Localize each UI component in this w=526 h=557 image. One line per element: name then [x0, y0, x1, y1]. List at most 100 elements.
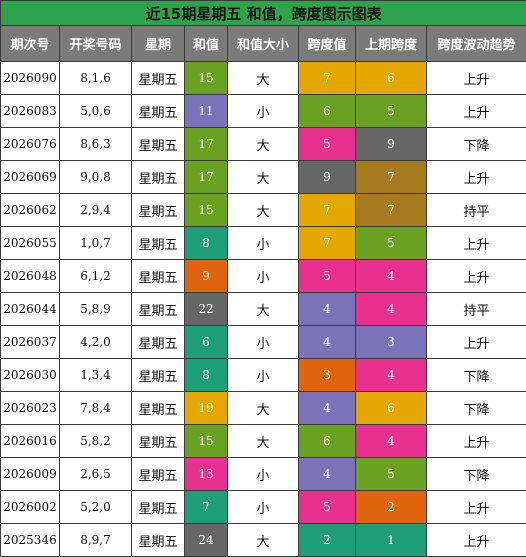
sum-cell: 17 [184, 127, 228, 161]
span-cell: 5 [298, 127, 356, 161]
sum-cell: 11 [184, 94, 228, 128]
sum-cell: 8 [184, 226, 228, 260]
table-row: 2025346 8,9,7 星期五 24 大 2 1 上升 [0, 523, 526, 557]
sum-size-cell: 小 [227, 490, 299, 524]
issue-cell: 2026037 [0, 325, 60, 359]
trend-cell: 上升 [425, 160, 526, 194]
sum-size-cell: 小 [227, 358, 299, 392]
issue-cell: 2026002 [0, 490, 60, 524]
weekday-cell: 星期五 [131, 193, 185, 227]
numbers-cell: 8,9,7 [59, 523, 132, 557]
header-issue: 期次号 [0, 25, 60, 62]
sum-cell: 6 [184, 325, 228, 359]
issue-cell: 2025346 [0, 523, 60, 557]
sum-cell: 24 [184, 523, 228, 557]
sum-size-cell: 大 [227, 424, 299, 458]
issue-cell: 2026023 [0, 391, 60, 425]
table-row: 2026062 2,9,4 星期五 15 大 7 7 持平 [0, 193, 526, 227]
trend-cell: 持平 [425, 292, 526, 326]
sum-size-cell: 小 [227, 457, 299, 491]
numbers-cell: 2,9,4 [59, 193, 132, 227]
weekday-cell: 星期五 [131, 391, 185, 425]
header-prev-span: 上期跨度 [355, 25, 427, 62]
span-cell: 5 [298, 259, 356, 293]
sum-size-cell: 小 [227, 325, 299, 359]
numbers-cell: 8,6,3 [59, 127, 132, 161]
span-cell: 3 [298, 358, 356, 392]
header-span: 跨度值 [298, 25, 356, 62]
prev-span-cell: 2 [355, 490, 427, 524]
issue-cell: 2026083 [0, 94, 60, 128]
sum-size-cell: 大 [227, 292, 299, 326]
sum-cell: 8 [184, 358, 228, 392]
sum-cell: 22 [184, 292, 228, 326]
sum-cell: 17 [184, 160, 228, 194]
trend-cell: 上升 [425, 490, 526, 524]
trend-cell: 上升 [425, 94, 526, 128]
span-cell: 6 [298, 424, 356, 458]
span-cell: 4 [298, 391, 356, 425]
trend-cell: 上升 [425, 226, 526, 260]
weekday-cell: 星期五 [131, 490, 185, 524]
prev-span-cell: 9 [355, 127, 427, 161]
span-cell: 7 [298, 226, 356, 260]
weekday-cell: 星期五 [131, 127, 185, 161]
sum-size-cell: 小 [227, 226, 299, 260]
span-cell: 4 [298, 325, 356, 359]
header-sum: 和值 [184, 25, 228, 62]
numbers-cell: 5,8,2 [59, 424, 132, 458]
span-cell: 7 [298, 61, 356, 95]
prev-span-cell: 7 [355, 193, 427, 227]
issue-cell: 2026044 [0, 292, 60, 326]
table-row: 2026083 5,0,6 星期五 11 小 6 5 上升 [0, 94, 526, 128]
prev-span-cell: 7 [355, 160, 427, 194]
weekday-cell: 星期五 [131, 292, 185, 326]
issue-cell: 2026030 [0, 358, 60, 392]
weekday-cell: 星期五 [131, 94, 185, 128]
span-cell: 2 [298, 523, 356, 557]
header-sum-size: 和值大小 [227, 25, 299, 62]
table-row: 2026090 8,1,6 星期五 15 大 7 6 上升 [0, 61, 526, 95]
issue-cell: 2026069 [0, 160, 60, 194]
numbers-cell: 9,0,8 [59, 160, 132, 194]
sum-cell: 9 [184, 259, 228, 293]
prev-span-cell: 4 [355, 358, 427, 392]
prev-span-cell: 6 [355, 391, 427, 425]
trend-cell: 下降 [425, 457, 526, 491]
issue-cell: 2026062 [0, 193, 60, 227]
weekday-cell: 星期五 [131, 160, 185, 194]
table-row: 2026009 2,6,5 星期五 13 小 4 5 下降 [0, 457, 526, 491]
prev-span-cell: 1 [355, 523, 427, 557]
prev-span-cell: 4 [355, 424, 427, 458]
issue-cell: 2026076 [0, 127, 60, 161]
prev-span-cell: 6 [355, 61, 427, 95]
prev-span-cell: 4 [355, 292, 427, 326]
sum-size-cell: 大 [227, 160, 299, 194]
weekday-cell: 星期五 [131, 325, 185, 359]
sum-cell: 15 [184, 424, 228, 458]
sum-size-cell: 大 [227, 61, 299, 95]
trend-cell: 上升 [425, 523, 526, 557]
trend-cell: 上升 [425, 259, 526, 293]
header-numbers: 开奖号码 [59, 25, 132, 62]
sum-cell: 19 [184, 391, 228, 425]
sum-size-cell: 小 [227, 94, 299, 128]
title-row: 近15期星期五 和值，跨度图示图表 [0, 0, 526, 26]
prev-span-cell: 3 [355, 325, 427, 359]
header-row: 期次号 开奖号码 星期 和值 和值大小 跨度值 上期跨度 跨度波动趋势 [0, 25, 526, 62]
header-weekday: 星期 [131, 25, 185, 62]
numbers-cell: 2,6,5 [59, 457, 132, 491]
table-title: 近15期星期五 和值，跨度图示图表 [0, 0, 526, 26]
numbers-cell: 1,3,4 [59, 358, 132, 392]
prev-span-cell: 4 [355, 259, 427, 293]
numbers-cell: 8,1,6 [59, 61, 132, 95]
sum-size-cell: 大 [227, 127, 299, 161]
weekday-cell: 星期五 [131, 226, 185, 260]
table-row: 2026044 5,8,9 星期五 22 大 4 4 持平 [0, 292, 526, 326]
sum-size-cell: 小 [227, 259, 299, 293]
weekday-cell: 星期五 [131, 358, 185, 392]
trend-cell: 下降 [425, 127, 526, 161]
span-cell: 9 [298, 160, 356, 194]
